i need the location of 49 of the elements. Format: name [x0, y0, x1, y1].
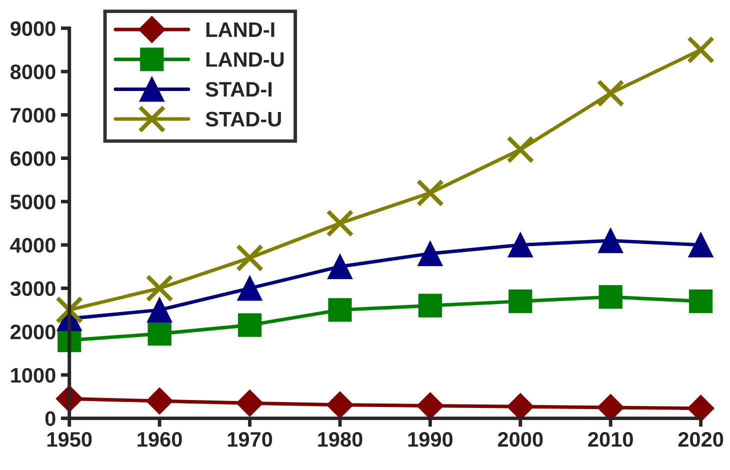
point [596, 79, 624, 108]
point [597, 394, 624, 421]
point [238, 313, 262, 337]
y-tick-label: 6000 [10, 151, 56, 166]
point [328, 298, 352, 322]
legend-label: STAD-I [206, 82, 272, 97]
point [237, 276, 262, 301]
point [508, 232, 533, 258]
point [327, 254, 352, 280]
point [146, 388, 174, 414]
point [688, 232, 714, 258]
point [598, 228, 624, 254]
point [508, 289, 532, 314]
y-tick-label: 5000 [10, 194, 56, 210]
point [146, 274, 174, 302]
legend-label: LAND-U [206, 52, 284, 67]
point [688, 289, 713, 314]
y-tick-label: 7000 [10, 108, 56, 123]
x-tick-label: 1980 [318, 432, 362, 447]
point [687, 394, 714, 422]
x-tick-label: 2010 [588, 432, 633, 447]
x-tick-label: 1990 [408, 432, 452, 447]
y-tick-label: 0 [45, 411, 56, 426]
legend-label: LAND-I [206, 22, 274, 37]
x-tick-label: 1960 [138, 432, 182, 447]
y-tick-label: 8000 [10, 64, 56, 80]
point [416, 179, 444, 207]
y-tick-label: 3000 [10, 281, 56, 296]
x-tick-label: 2020 [678, 432, 724, 447]
point [236, 244, 264, 272]
point [326, 391, 354, 418]
y-tick-label: 1000 [11, 368, 56, 383]
point [236, 390, 264, 417]
y-tick-label: 2000 [10, 324, 56, 340]
point [326, 209, 354, 238]
point [148, 322, 172, 346]
point [147, 297, 172, 322]
point [686, 36, 715, 64]
point [418, 241, 443, 266]
x-tick-label: 2000 [498, 432, 543, 447]
legend-label: STAD-U [206, 112, 281, 127]
point [598, 285, 622, 309]
x-tick-label: 1950 [47, 432, 92, 447]
y-tick-label: 9000 [10, 21, 56, 36]
point [55, 296, 84, 324]
x-tick-label: 1970 [228, 432, 272, 447]
point [418, 294, 442, 318]
y-tick-label: 4000 [10, 238, 56, 253]
point [506, 136, 534, 164]
